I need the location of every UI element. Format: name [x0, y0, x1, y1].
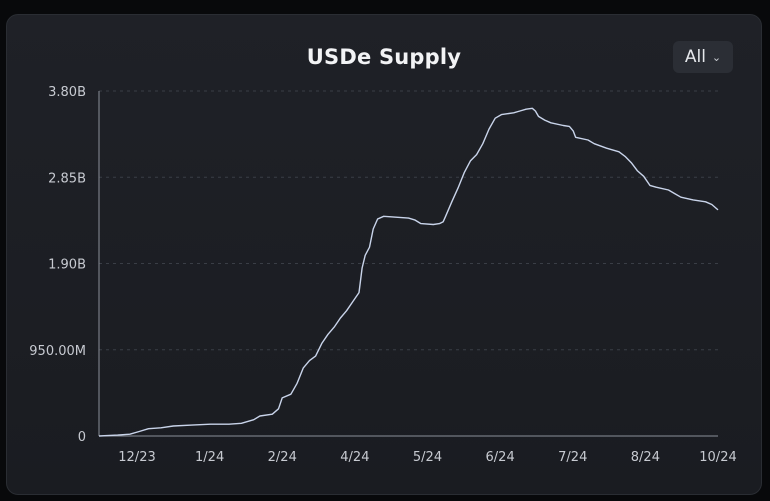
supply-series-line — [98, 107, 719, 437]
y-tick-label: 0 — [78, 430, 86, 445]
y-tick-label: 1.90B — [48, 258, 86, 273]
y-tick-label: 2.85B — [48, 171, 86, 186]
x-tick-label: 2/24 — [268, 450, 297, 465]
x-tick-label: 6/24 — [486, 450, 515, 465]
time-range-select[interactable]: All ⌄ — [673, 41, 733, 73]
x-tick-label: 8/24 — [631, 450, 660, 465]
chart-title: USDe Supply — [306, 45, 462, 69]
x-tick-label: 5/24 — [413, 450, 442, 465]
chevron-down-icon: ⌄ — [711, 50, 722, 64]
chart-card: USDe Supply All ⌄ — [6, 14, 762, 495]
x-tick-label: 7/24 — [558, 450, 587, 465]
x-tick-label: 12/23 — [118, 450, 155, 465]
y-tick-label: 950.00M — [29, 344, 86, 359]
x-tick-label: 1/24 — [195, 450, 224, 465]
x-tick-label: 10/24 — [699, 450, 736, 465]
y-tick-label: 3.80B — [48, 85, 86, 100]
x-tick-label: 4/24 — [340, 450, 369, 465]
time-range-value: All — [684, 47, 706, 67]
